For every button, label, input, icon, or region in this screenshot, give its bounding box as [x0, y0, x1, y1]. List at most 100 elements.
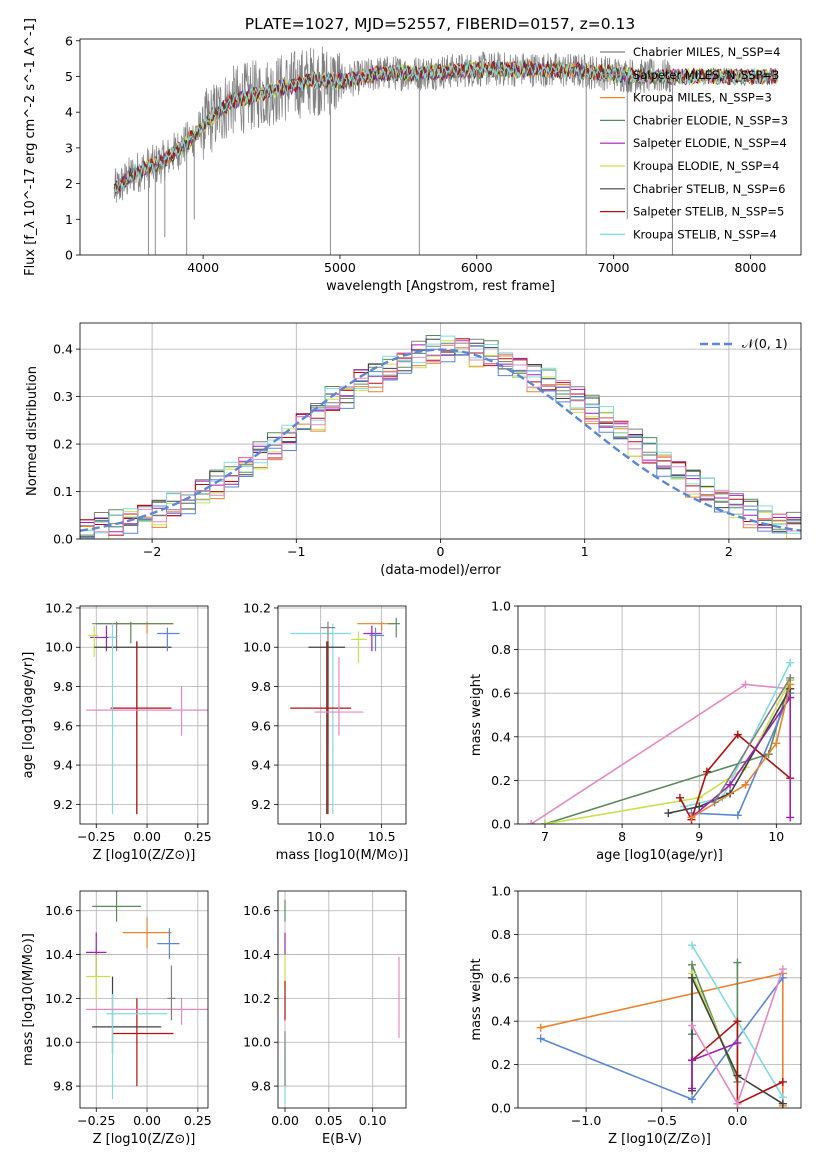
spectrum-data-line: [113, 46, 672, 203]
y-tick-label: 10.4: [243, 947, 271, 962]
errorbar-point: [157, 627, 180, 652]
panel-mass_vs_Z: −0.25 0.00 0.25 9.8 10.0 10.2 10.4 10.6 Z [log10…: [21, 890, 212, 1147]
axes-frame: [517, 890, 802, 1109]
y-tick-label: 0.0: [53, 532, 73, 547]
legend-label: Kroupa MILES, N_SSP=3: [633, 91, 772, 105]
legend-label: Salpeter MILES, N_SSP=3: [633, 68, 779, 82]
legend-label: Kroupa STELIB, N_SSP=4: [633, 227, 777, 241]
panel-residual_hist: −2 −1 0 1 2 0.0 0.1 0.2 0.3 0.4 (data-model)/error…: [25, 322, 802, 578]
y-tick-label: 10.2: [243, 991, 271, 1006]
errorbar-point: [86, 954, 111, 999]
y-tick-label: 1: [65, 212, 73, 227]
x-tick-label: −0.25: [77, 1113, 115, 1128]
x-axis-label: mass [log10(M/M⊙)]: [276, 848, 409, 863]
x-tick-label: −0.25: [77, 829, 115, 844]
axes-frame: [79, 605, 209, 825]
plot-area: [284, 899, 400, 1104]
errorbar-point: [122, 917, 172, 948]
x-tick-label: 0: [437, 544, 445, 559]
errorbar-point: [357, 621, 394, 632]
spectrum-legend: Chabrier MILES, N_SSP=4 Salpeter MILES, N…: [600, 45, 788, 241]
y-tick-label: 9.6: [251, 718, 271, 733]
plus-marker: [688, 1056, 697, 1065]
y-tick-label: 0.4: [491, 729, 511, 744]
y-tick-label: 0.0: [491, 817, 511, 832]
x-axis-label: E(B-V): [322, 1132, 362, 1147]
plus-marker: [536, 1023, 545, 1032]
plot-area: [80, 335, 801, 539]
plus-marker: [688, 960, 697, 969]
axes-frame: [79, 890, 209, 1109]
y-tick-label: 1.0: [491, 884, 511, 899]
panel-age_vs_Z: −0.25 0.00 0.25 9.2 9.4 9.6 9.8 10.0 10.2 Z [log1…: [21, 600, 212, 863]
panel-mass_vs_EBV: 0.00 0.05 0.10 9.8 10.0 10.2 10.4 10.6 E(B-V): [243, 890, 407, 1147]
y-tick-label: 9.4: [251, 758, 271, 773]
plus-marker: [710, 798, 719, 807]
plus-marker: [688, 941, 697, 950]
plus-marker: [733, 1099, 742, 1108]
errorbar-point: [387, 617, 400, 638]
x-tick-label: 0.10: [359, 1113, 387, 1128]
plus-marker: [741, 680, 750, 689]
y-axis-label: Flux [f_λ 10^-17 erg cm^-2 s^-1 A^-1]: [23, 18, 38, 276]
figure-title: PLATE=1027, MJD=52557, FIBERID=0157, z=0…: [245, 15, 635, 33]
series-line: [691, 692, 791, 817]
y-tick-label: 9.8: [251, 1079, 271, 1094]
axes-frame: [517, 605, 802, 825]
x-axis-label: (data-model)/error: [380, 563, 501, 578]
y-tick-label: 3: [65, 140, 73, 155]
x-tick-label: 1: [581, 544, 589, 559]
errorbar-point: [290, 623, 352, 815]
x-tick-label: 8000: [734, 260, 766, 275]
y-tick-label: 9.2: [251, 797, 271, 812]
errorbar-point: [86, 686, 208, 736]
plus-marker: [702, 767, 711, 776]
histogram-step: [80, 335, 801, 534]
series-line: [544, 679, 791, 824]
x-tick-label: 8: [618, 829, 626, 844]
y-axis-label: mass weight: [469, 674, 484, 756]
plot-area: [86, 621, 208, 815]
y-tick-label: 0.4: [491, 1014, 511, 1029]
plus-marker: [778, 1099, 787, 1108]
errorbar-point: [308, 641, 346, 815]
x-axis-label: Z [log10(Z/Z⊙)]: [93, 848, 196, 863]
y-tick-label: 2: [65, 176, 73, 191]
x-tick-label: 10.5: [368, 829, 396, 844]
legend-label: Chabrier ELODIE, N_SSP=3: [633, 113, 788, 127]
x-tick-label: −2: [143, 544, 161, 559]
errorbar-point: [351, 631, 367, 663]
spectrum-model-line: [113, 60, 778, 195]
plot-area: [86, 891, 208, 1100]
plus-marker: [786, 658, 795, 667]
x-tick-label: 9: [695, 829, 703, 844]
y-tick-label: 10.2: [45, 600, 73, 615]
y-tick-label: 0.8: [491, 642, 511, 657]
y-tick-label: 0.8: [491, 927, 511, 942]
histogram-step: [80, 340, 801, 536]
axes-frame: [277, 890, 407, 1109]
plot-area: [536, 941, 787, 1108]
plus-marker: [695, 802, 704, 811]
plus-marker: [688, 1095, 697, 1104]
errorbar-point: [157, 928, 180, 959]
y-axis-label: mass [log10(M/M⊙)]: [21, 933, 36, 1066]
legend-label: Kroupa ELODIE, N_SSP=4: [633, 159, 779, 173]
errorbar-point: [314, 657, 364, 736]
errorbar-point: [369, 627, 385, 652]
x-tick-label: 0.00: [133, 829, 161, 844]
y-tick-label: 0.3: [53, 389, 73, 404]
y-tick-label: 9.2: [53, 797, 73, 812]
legend-label: Chabrier STELIB, N_SSP=6: [633, 182, 785, 196]
y-tick-label: 9.6: [53, 718, 73, 733]
plus-marker: [786, 673, 795, 682]
y-axis-label: Normed distribution: [25, 366, 40, 496]
errorbar-point: [108, 623, 117, 815]
plus-marker: [741, 780, 750, 789]
x-axis-label: wavelength [Angstrom, rest frame]: [326, 279, 555, 294]
x-tick-label: 7000: [598, 260, 630, 275]
x-tick-label: 4000: [187, 260, 219, 275]
errorbar-point: [106, 994, 168, 1100]
x-tick-label: −1.0: [571, 1113, 601, 1128]
y-tick-label: 9.8: [53, 679, 73, 694]
